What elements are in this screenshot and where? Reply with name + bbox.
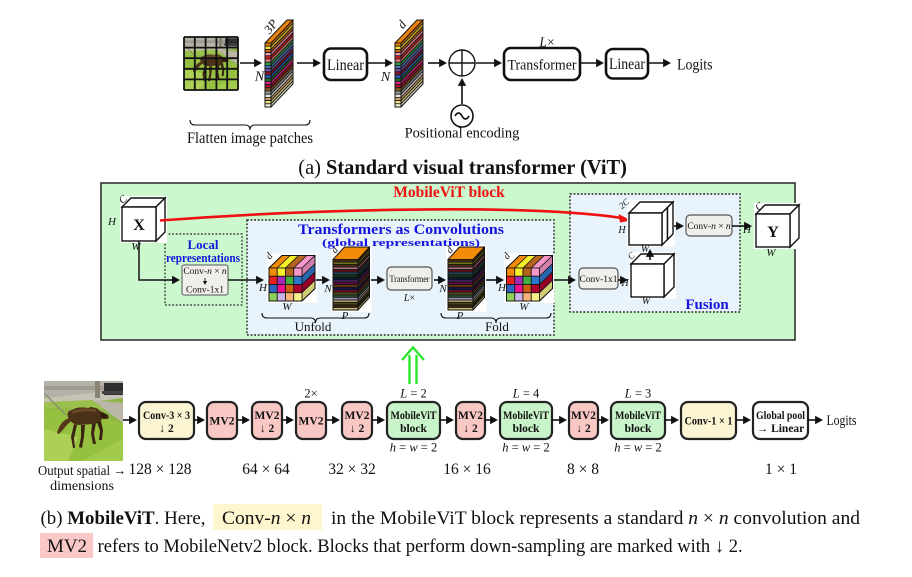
svg-text:Local: Local — [187, 237, 218, 252]
svg-text:128 × 128: 128 × 128 — [129, 461, 192, 478]
svg-text:MV2: MV2 — [458, 410, 483, 422]
svg-text:C: C — [626, 249, 638, 261]
svg-text:P: P — [341, 310, 349, 322]
svg-text:H: H — [620, 278, 629, 289]
svg-text:64 × 64: 64 × 64 — [242, 461, 290, 478]
svg-text:block: block — [625, 423, 652, 435]
svg-text:H: H — [258, 282, 268, 294]
svg-text:Output spatial →: Output spatial → — [38, 464, 126, 479]
svg-text:↓ 2: ↓ 2 — [463, 423, 478, 435]
svg-text:↓ 2: ↓ 2 — [576, 423, 591, 435]
svg-text:W: W — [131, 241, 141, 253]
svg-text:Conv-1 × 1: Conv-1 × 1 — [685, 416, 733, 428]
svg-text:representations: representations — [166, 250, 240, 265]
svg-text:d: d — [264, 250, 276, 262]
svg-text:d: d — [444, 244, 456, 256]
svg-text:MobileViT block: MobileViT block — [393, 184, 505, 201]
svg-text:H: H — [742, 224, 752, 236]
svg-text:MobileViT: MobileViT — [615, 410, 661, 422]
svg-text:W: W — [642, 296, 652, 307]
svg-text:Flatten image patches: Flatten image patches — [187, 130, 313, 147]
svg-text:MobileViT: MobileViT — [391, 410, 437, 422]
svg-text:dimensions: dimensions — [50, 479, 114, 494]
svg-text:in the MobileViT block represe: in the MobileViT block represents a stan… — [331, 508, 861, 529]
svg-text:MV2: MV2 — [345, 410, 370, 422]
svg-text:h = w = 2: h = w = 2 — [390, 441, 437, 455]
svg-text:Y: Y — [767, 224, 779, 241]
svg-text:block: block — [400, 423, 427, 435]
svg-text:H: H — [497, 282, 507, 294]
svg-text:MV2: MV2 — [299, 416, 324, 428]
svg-text:→ Linear: → Linear — [757, 423, 805, 435]
svg-text:(global representations): (global representations) — [322, 237, 480, 249]
svg-text:Conv-n × n: Conv-n × n — [222, 508, 311, 529]
svg-text:h = w = 2: h = w = 2 — [614, 441, 661, 455]
svg-text:W: W — [641, 244, 651, 255]
svg-text:Logits: Logits — [677, 57, 713, 74]
svg-text:W: W — [282, 301, 292, 313]
svg-text:block: block — [513, 423, 540, 435]
svg-text:(a) Standard visual transforme: (a) Standard visual transformer (ViT) — [298, 155, 627, 179]
svg-text:W: W — [519, 301, 529, 313]
svg-text:MV2: MV2 — [255, 410, 280, 422]
svg-text:N: N — [254, 70, 265, 85]
svg-text:Transformer: Transformer — [390, 274, 431, 285]
svg-text:Unfold: Unfold — [295, 319, 332, 334]
svg-text:↓ 2: ↓ 2 — [159, 423, 174, 435]
svg-text:h = w = 2: h = w = 2 — [502, 441, 549, 455]
svg-text:Linear: Linear — [609, 56, 646, 73]
svg-text:MV2: MV2 — [210, 416, 235, 428]
svg-text:N: N — [380, 70, 391, 85]
svg-text:MV2: MV2 — [571, 410, 596, 422]
svg-text:Conv-n × n: Conv-n × n — [687, 222, 731, 232]
svg-text:MobileViT: MobileViT — [503, 410, 549, 422]
svg-text:L = 3: L = 3 — [624, 387, 652, 401]
svg-text:Linear: Linear — [327, 57, 365, 74]
svg-text:d: d — [501, 250, 513, 262]
svg-text:Transformers as Convolutions: Transformers as Convolutions — [298, 222, 504, 238]
svg-text:N: N — [323, 283, 332, 295]
svg-text:(b) MobileViT. Here,: (b) MobileViT. Here, — [41, 508, 206, 529]
svg-text:Transformer: Transformer — [508, 58, 577, 74]
svg-text:Conv-1x1: Conv-1x1 — [580, 275, 618, 285]
svg-text:L×: L× — [403, 293, 415, 304]
svg-text:16 × 16: 16 × 16 — [443, 461, 491, 478]
svg-text:Conv-1x1: Conv-1x1 — [186, 286, 224, 296]
svg-text:L = 2: L = 2 — [399, 387, 427, 401]
svg-text:Logits: Logits — [827, 413, 857, 429]
svg-text:Global pool: Global pool — [756, 410, 805, 422]
svg-text:L×: L× — [538, 35, 554, 50]
svg-text:↓ 2: ↓ 2 — [350, 423, 365, 435]
svg-text:1 × 1: 1 × 1 — [765, 461, 797, 478]
svg-text:N: N — [438, 283, 447, 295]
svg-text:32 × 32: 32 × 32 — [328, 461, 376, 478]
svg-text:W: W — [766, 247, 776, 259]
svg-text:L = 4: L = 4 — [512, 387, 540, 401]
svg-text:Conv-3 × 3: Conv-3 × 3 — [143, 410, 190, 422]
svg-text:X: X — [133, 217, 145, 234]
svg-text:P: P — [456, 310, 464, 322]
svg-text:H: H — [617, 225, 626, 236]
svg-text:Conv-n × n: Conv-n × n — [183, 267, 227, 277]
svg-text:Positional encoding: Positional encoding — [405, 126, 520, 142]
svg-text:Fusion: Fusion — [685, 297, 729, 313]
svg-text:↓ 2: ↓ 2 — [260, 423, 275, 435]
svg-text:MV2: MV2 — [47, 536, 87, 557]
svg-text:Fold: Fold — [485, 319, 509, 334]
svg-text:refers to MobileNetv2 block. B: refers to MobileNetv2 block. Blocks that… — [98, 536, 743, 557]
svg-text:H: H — [107, 216, 117, 228]
svg-text:d: d — [329, 244, 341, 256]
svg-text:2×: 2× — [304, 387, 317, 401]
svg-text:8 × 8: 8 × 8 — [567, 461, 599, 478]
